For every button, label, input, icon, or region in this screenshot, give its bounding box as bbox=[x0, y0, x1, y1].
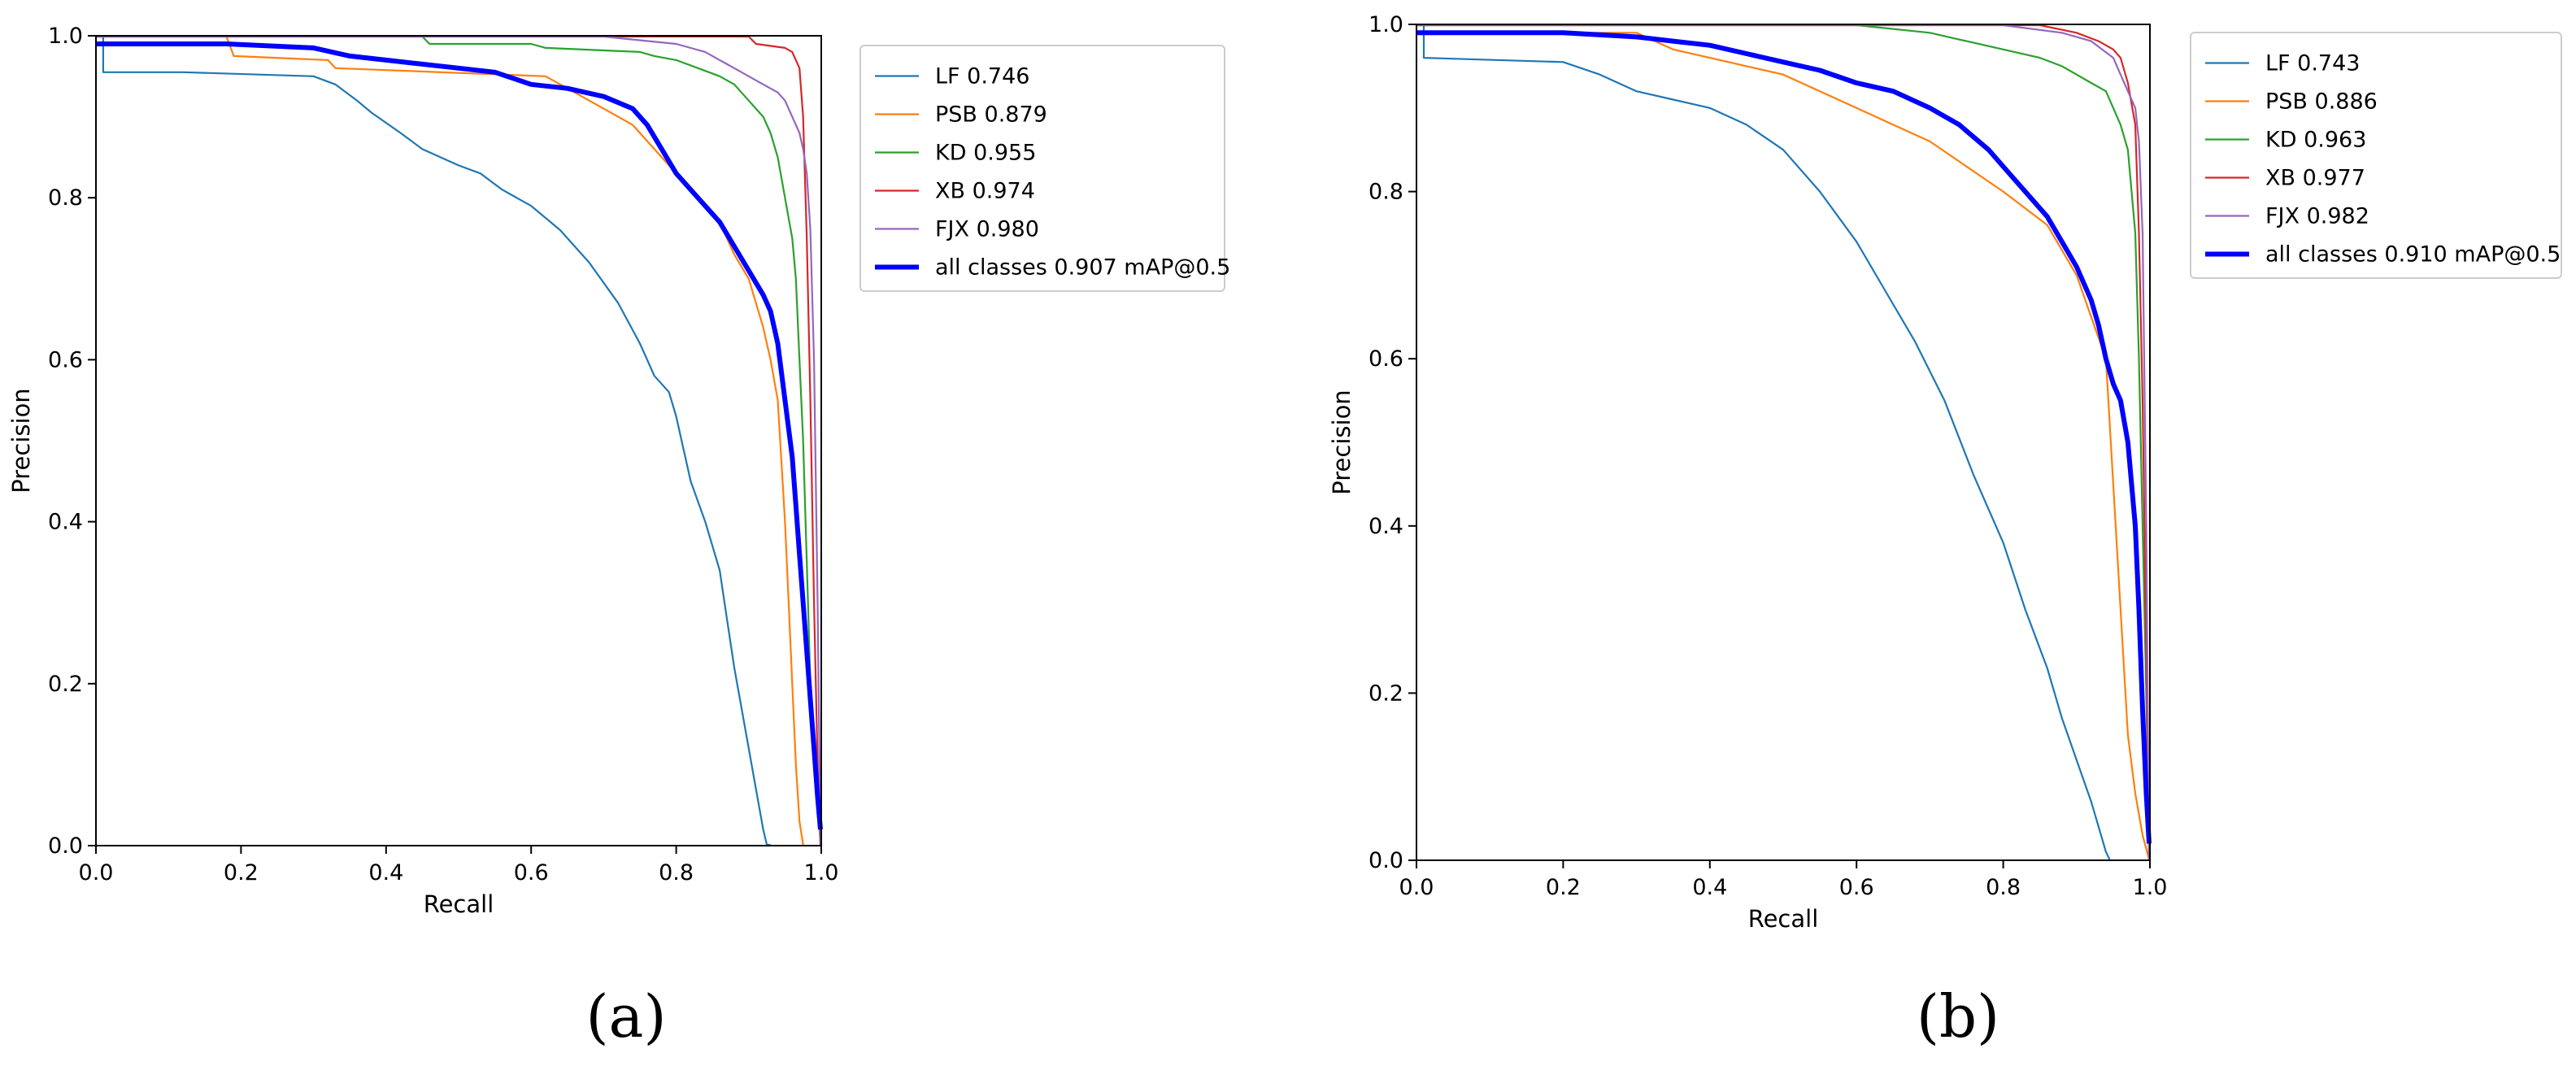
legend-label: KD 0.963 bbox=[2265, 128, 2366, 153]
legend-label: LF 0.743 bbox=[2265, 51, 2360, 76]
legend-label: FJX 0.982 bbox=[2265, 204, 2369, 229]
plot-frame bbox=[95, 35, 822, 846]
series-line-2 bbox=[1417, 32, 2151, 860]
series-line-6 bbox=[97, 41, 823, 830]
series-line-4 bbox=[1417, 24, 2151, 860]
x-tick-label: 0.2 bbox=[224, 860, 259, 885]
series-line-2 bbox=[97, 35, 804, 846]
series-line-3 bbox=[1417, 24, 2151, 860]
y-tick-label: 1.0 bbox=[48, 24, 83, 49]
series-line-3 bbox=[97, 35, 822, 846]
legend-label: FJX 0.980 bbox=[935, 217, 1039, 242]
y-tick-label: 0.4 bbox=[48, 510, 83, 535]
x-tick-label: 0.4 bbox=[368, 860, 403, 885]
legend-label: all classes 0.910 mAP@0.5 bbox=[2265, 242, 2561, 268]
x-tick-label: 0.6 bbox=[514, 860, 549, 885]
y-tick-label: 0.2 bbox=[1368, 681, 1403, 706]
legend-label: XB 0.977 bbox=[2265, 166, 2365, 191]
legend-label: all classes 0.907 mAP@0.5 bbox=[935, 255, 1230, 281]
y-tick-label: 0.6 bbox=[48, 347, 83, 372]
legend-label: KD 0.955 bbox=[935, 141, 1036, 166]
y-tick-label: 0.2 bbox=[48, 672, 83, 697]
y-tick-label: 0.6 bbox=[1368, 346, 1403, 372]
series-line-5 bbox=[97, 35, 822, 846]
x-tick-label: 0.0 bbox=[79, 860, 114, 885]
legend-label: LF 0.746 bbox=[935, 64, 1029, 89]
panel-caption: (a) bbox=[585, 982, 666, 1051]
series-line-1 bbox=[97, 35, 771, 846]
series-line-6 bbox=[1417, 30, 2152, 844]
y-tick-label: 0.8 bbox=[1368, 180, 1403, 205]
x-tick-label: 1.0 bbox=[2133, 875, 2168, 900]
x-axis-label: Recall bbox=[1748, 905, 1819, 933]
x-tick-label: 1.0 bbox=[804, 860, 839, 885]
y-axis-label: Precision bbox=[1328, 389, 1355, 494]
panel-caption: (b) bbox=[1917, 982, 1999, 1051]
x-tick-label: 0.8 bbox=[659, 860, 694, 885]
panel-a: 0.0 0.2 0.4 0.6 0.8 1.0 0.0 0.2 0.4 0.6 0.8 1.0 Reca… bbox=[7, 24, 1230, 1051]
y-axis-label: Precision bbox=[7, 388, 35, 493]
legend-label: PSB 0.886 bbox=[2265, 89, 2378, 115]
x-tick-label: 0.0 bbox=[1399, 875, 1434, 900]
legend-box bbox=[859, 45, 1225, 292]
series-line-1 bbox=[1417, 24, 2111, 860]
legend-label: XB 0.974 bbox=[935, 179, 1035, 204]
plot-frame bbox=[1416, 24, 2151, 861]
x-tick-label: 0.2 bbox=[1546, 875, 1581, 900]
legend-box bbox=[2190, 32, 2562, 279]
legend-label: PSB 0.879 bbox=[935, 102, 1047, 128]
x-tick-label: 0.4 bbox=[1692, 875, 1727, 900]
series-line-4 bbox=[97, 35, 822, 846]
x-tick-label: 0.6 bbox=[1839, 875, 1874, 900]
x-tick-label: 0.8 bbox=[1986, 875, 2021, 900]
y-tick-label: 0.4 bbox=[1368, 514, 1403, 539]
x-axis-label: Recall bbox=[424, 890, 494, 918]
y-tick-label: 1.0 bbox=[1368, 12, 1403, 37]
y-tick-label: 0.0 bbox=[1368, 848, 1403, 873]
y-tick-label: 0.8 bbox=[48, 185, 83, 211]
y-tick-label: 0.0 bbox=[48, 833, 83, 859]
panel-b: 0.0 0.2 0.4 0.6 0.8 1.0 0.0 0.2 0.4 0.6 0.8 1.0 Reca… bbox=[1328, 12, 2562, 1051]
series-line-5 bbox=[1417, 24, 2151, 860]
